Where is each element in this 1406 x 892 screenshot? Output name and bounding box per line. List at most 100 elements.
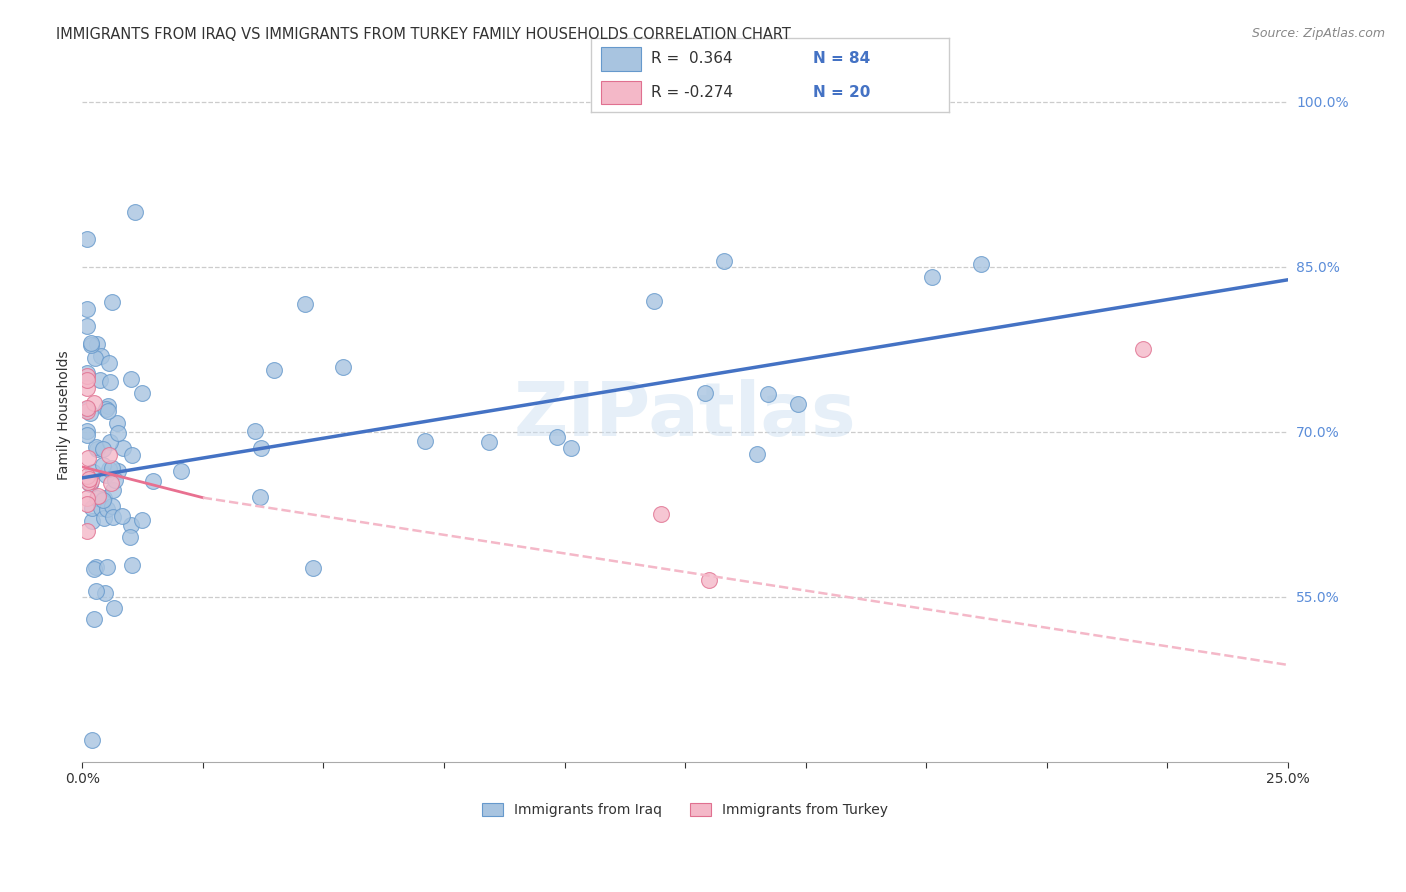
Point — [478, 435, 501, 450]
Point — [86, 336, 108, 351]
Point — [120, 518, 142, 533]
Point — [80, 474, 103, 488]
Text: IMMIGRANTS FROM IRAQ VS IMMIGRANTS FROM TURKEY FAMILY HOUSEHOLDS CORRELATION CHA: IMMIGRANTS FROM IRAQ VS IMMIGRANTS FROM … — [56, 27, 792, 42]
Point — [101, 499, 124, 513]
Point — [91, 492, 114, 507]
Point — [76, 369, 98, 384]
Point — [79, 477, 101, 491]
Point — [643, 293, 665, 308]
Point — [76, 524, 98, 538]
Point — [76, 404, 98, 418]
Point — [84, 560, 107, 574]
Point — [96, 468, 118, 483]
Point — [263, 363, 285, 377]
Point — [756, 387, 779, 401]
Text: N = 84: N = 84 — [813, 52, 870, 66]
Point — [76, 232, 98, 246]
Point — [302, 561, 325, 575]
Point — [103, 601, 125, 615]
Point — [142, 474, 165, 488]
Point — [969, 257, 991, 271]
Point — [249, 490, 271, 504]
Point — [121, 558, 143, 572]
Point — [76, 302, 98, 317]
Point — [83, 351, 105, 365]
Point — [413, 434, 436, 448]
Text: N = 20: N = 20 — [813, 85, 870, 100]
Point — [76, 424, 98, 438]
Y-axis label: Family Households: Family Households — [58, 351, 72, 480]
Point — [76, 401, 98, 416]
Legend: Immigrants from Iraq, Immigrants from Turkey: Immigrants from Iraq, Immigrants from Tu… — [475, 797, 894, 824]
Point — [90, 349, 112, 363]
Point — [80, 501, 103, 516]
Point — [76, 401, 98, 416]
Point — [713, 254, 735, 268]
Text: R =  0.364: R = 0.364 — [651, 52, 733, 66]
Point — [93, 491, 115, 505]
Point — [79, 335, 101, 350]
Point — [650, 507, 672, 521]
Point — [101, 483, 124, 497]
Point — [91, 458, 114, 473]
Text: R = -0.274: R = -0.274 — [651, 85, 734, 100]
Point — [124, 204, 146, 219]
Point — [83, 396, 105, 410]
Point — [560, 442, 582, 456]
Point — [921, 270, 943, 285]
Point — [76, 373, 98, 387]
Point — [107, 425, 129, 440]
Point — [97, 356, 120, 370]
Point — [100, 434, 122, 449]
Point — [97, 399, 120, 413]
Point — [98, 375, 121, 389]
Point — [243, 424, 266, 438]
Point — [76, 497, 98, 511]
Point — [112, 442, 135, 456]
Point — [97, 448, 120, 462]
Point — [120, 372, 142, 386]
Point — [745, 447, 768, 461]
Point — [76, 428, 98, 442]
Point — [76, 491, 98, 506]
Point — [97, 404, 120, 418]
Point — [101, 510, 124, 524]
Point — [90, 501, 112, 516]
Point — [83, 612, 105, 626]
Point — [89, 373, 111, 387]
Point — [94, 586, 117, 600]
Point — [82, 465, 104, 479]
Point — [121, 448, 143, 462]
Point — [86, 442, 108, 456]
Point — [96, 401, 118, 416]
Point — [250, 441, 273, 455]
Point — [546, 430, 568, 444]
Point — [91, 442, 114, 456]
Point — [294, 297, 316, 311]
Point — [120, 530, 142, 544]
Point — [77, 450, 100, 465]
Text: Source: ZipAtlas.com: Source: ZipAtlas.com — [1251, 27, 1385, 40]
Point — [332, 360, 354, 375]
Point — [131, 386, 153, 401]
Point — [76, 469, 98, 483]
Point — [76, 366, 98, 380]
Point — [170, 464, 193, 478]
Point — [96, 559, 118, 574]
Point — [695, 385, 717, 400]
Point — [84, 583, 107, 598]
Point — [76, 318, 98, 333]
Point — [93, 511, 115, 525]
Point — [697, 573, 720, 587]
Point — [786, 397, 808, 411]
Point — [86, 491, 108, 506]
Point — [80, 732, 103, 747]
Point — [84, 440, 107, 454]
Point — [101, 461, 124, 475]
Point — [76, 475, 98, 489]
Point — [77, 472, 100, 486]
Point — [131, 513, 153, 527]
Point — [79, 406, 101, 420]
Point — [107, 464, 129, 478]
Point — [83, 561, 105, 575]
